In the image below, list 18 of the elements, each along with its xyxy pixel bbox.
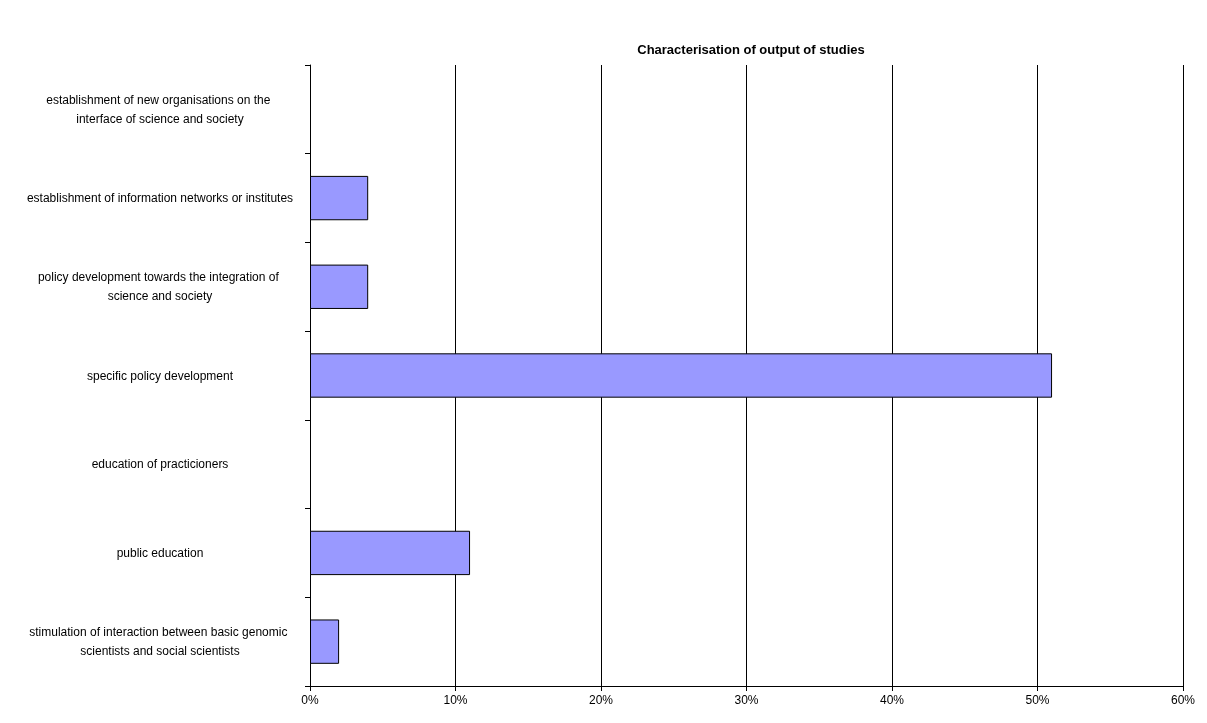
x-tick-label: 60% [1170,693,1196,707]
x-tick-label: 10% [443,693,468,707]
bar [310,619,340,664]
y-tick-label: policy development towards the integration of science and society [37,270,283,304]
x-tick-label: 30% [734,693,759,707]
y-tick-label: public education [116,545,204,560]
y-tick-label: establishment of new organisations on the interface of science and society [46,92,274,126]
bar [310,175,369,221]
y-tick-label: stimulation of interaction between basic genomic scientists and social scientists [29,625,291,659]
bar [310,264,369,309]
x-tick-label: 20% [588,693,614,707]
x-tick-label: 40% [879,693,905,707]
y-tick-label: specific policy development [86,368,234,383]
x-tick-label: 0% [301,693,319,707]
x-tick-label: 50% [1025,693,1050,707]
y-tick-label: establishment of information networks or institutes [26,191,294,206]
y-tick-label: education of practicioners [91,457,229,472]
chart-title: Characterisation of output of studies [637,42,865,57]
